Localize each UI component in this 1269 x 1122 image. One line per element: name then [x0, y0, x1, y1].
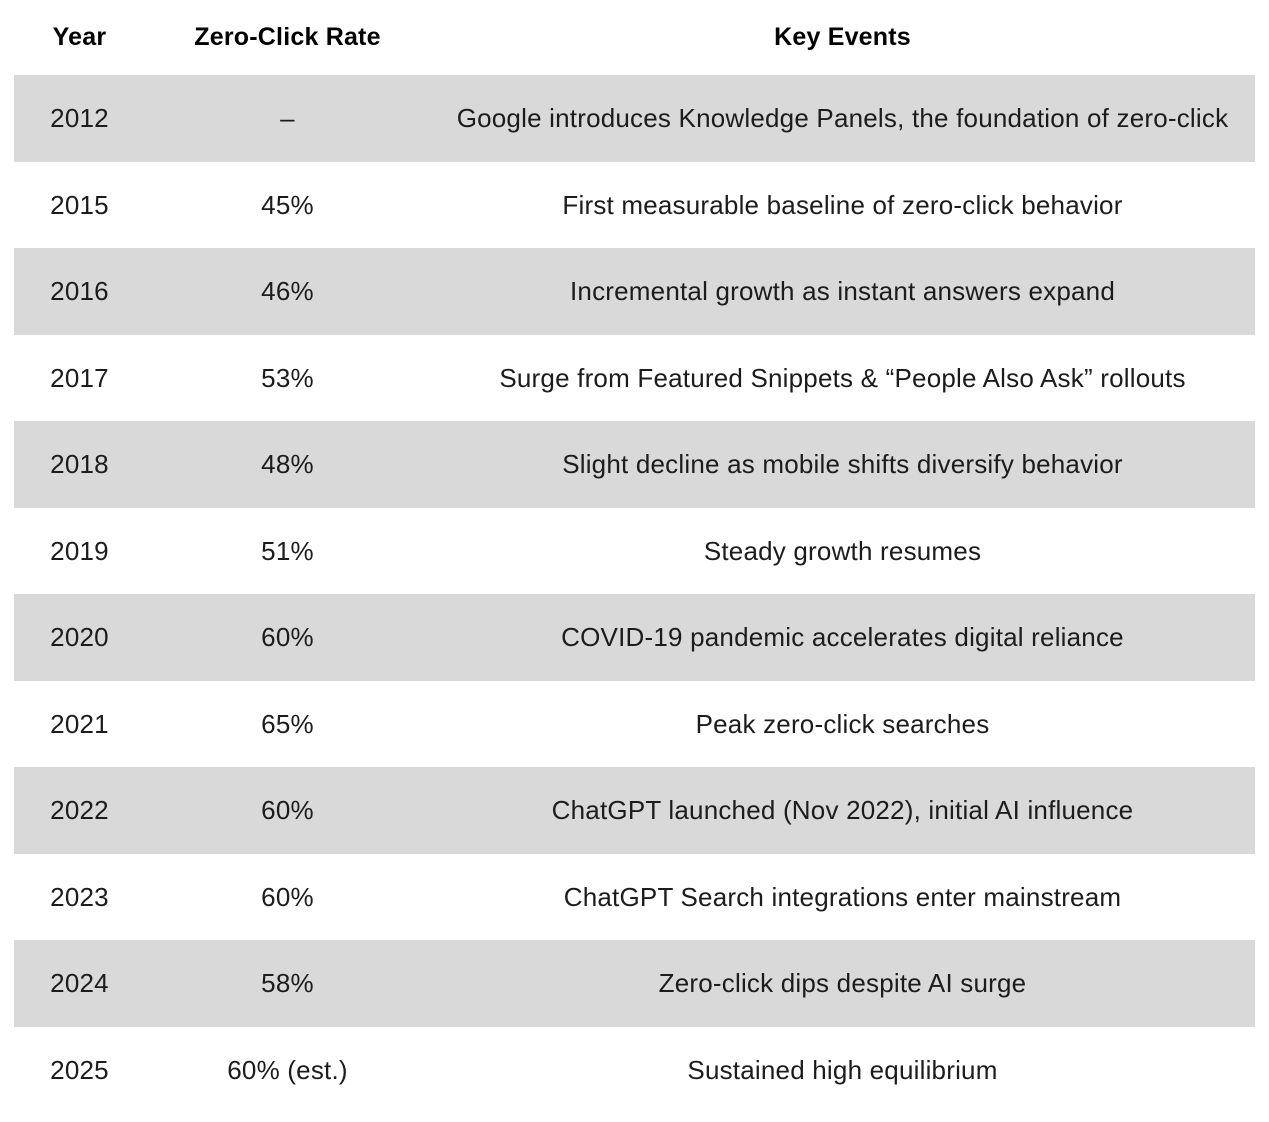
year-cell: 2012 [50, 103, 109, 133]
column-header-events: Key Events [774, 22, 911, 51]
event-cell: Google introduces Knowledge Panels, the … [456, 103, 1229, 133]
rate-cell: – [280, 103, 295, 133]
event-cell: COVID-19 pandemic accelerates digital re… [561, 622, 1124, 652]
event-cell: Sustained high equilibrium [687, 1054, 998, 1085]
year-cell: 2025 [50, 1054, 109, 1085]
event-cell: Slight decline as mobile shifts diversif… [562, 449, 1123, 479]
table-row: 2022 60% ChatGPT launched (Nov 2022), in… [14, 767, 1255, 854]
table-row: 2024 58% Zero-click dips despite AI surg… [14, 940, 1255, 1027]
year-cell: 2015 [50, 189, 109, 220]
year-cell: 2022 [50, 795, 109, 825]
event-cell: Incremental growth as instant answers ex… [570, 276, 1115, 306]
year-cell: 2021 [50, 708, 109, 739]
rate-cell: 60% (est.) [227, 1054, 348, 1085]
table-row: 2023 60% ChatGPT Search integrations ent… [14, 853, 1255, 940]
rate-cell: 65% [261, 708, 314, 739]
rate-cell: 46% [261, 276, 314, 306]
event-cell: Zero-click dips despite AI surge [658, 968, 1027, 998]
rate-cell: 60% [261, 881, 314, 912]
table-row: 2015 45% First measurable baseline of ze… [14, 161, 1255, 248]
rate-cell: 58% [261, 968, 314, 998]
year-cell: 2017 [50, 362, 109, 393]
column-header-rate: Zero-Click Rate [194, 22, 381, 51]
event-cell: Steady growth resumes [703, 535, 982, 566]
table-row: 2017 53% Surge from Featured Snippets & … [14, 334, 1255, 421]
rate-cell: 51% [261, 535, 314, 566]
table-row: 2021 65% Peak zero-click searches [14, 680, 1255, 767]
table-row: 2020 60% COVID-19 pandemic accelerates d… [14, 594, 1255, 681]
table-row: 2025 60% (est.) Sustained high equilibri… [14, 1026, 1255, 1113]
rate-cell: 45% [261, 189, 314, 220]
table-row: 2016 46% Incremental growth as instant a… [14, 248, 1255, 335]
event-cell: First measurable baseline of zero-click … [562, 189, 1123, 220]
rate-cell: 60% [261, 622, 314, 652]
event-cell: Peak zero-click searches [695, 708, 990, 739]
event-cell: ChatGPT launched (Nov 2022), initial AI … [551, 795, 1134, 825]
table-row: 2018 48% Slight decline as mobile shifts… [14, 421, 1255, 508]
event-cell: Surge from Featured Snippets & “People A… [499, 362, 1186, 393]
year-cell: 2024 [50, 968, 109, 998]
year-cell: 2016 [50, 276, 109, 306]
table-row: 2019 51% Steady growth resumes [14, 507, 1255, 594]
year-cell: 2020 [50, 622, 109, 652]
year-cell: 2019 [50, 535, 109, 566]
rate-cell: 60% [261, 795, 314, 825]
table-row: 2012 – Google introduces Knowledge Panel… [14, 75, 1255, 162]
rate-cell: 48% [261, 449, 314, 479]
column-header-year: Year [52, 22, 107, 51]
year-cell: 2018 [50, 449, 109, 479]
rate-cell: 53% [261, 362, 314, 393]
table-header-row: Year Zero-Click Rate Key Events [14, 0, 1255, 75]
year-cell: 2023 [50, 881, 109, 912]
event-cell: ChatGPT Search integrations enter mainst… [563, 881, 1122, 912]
